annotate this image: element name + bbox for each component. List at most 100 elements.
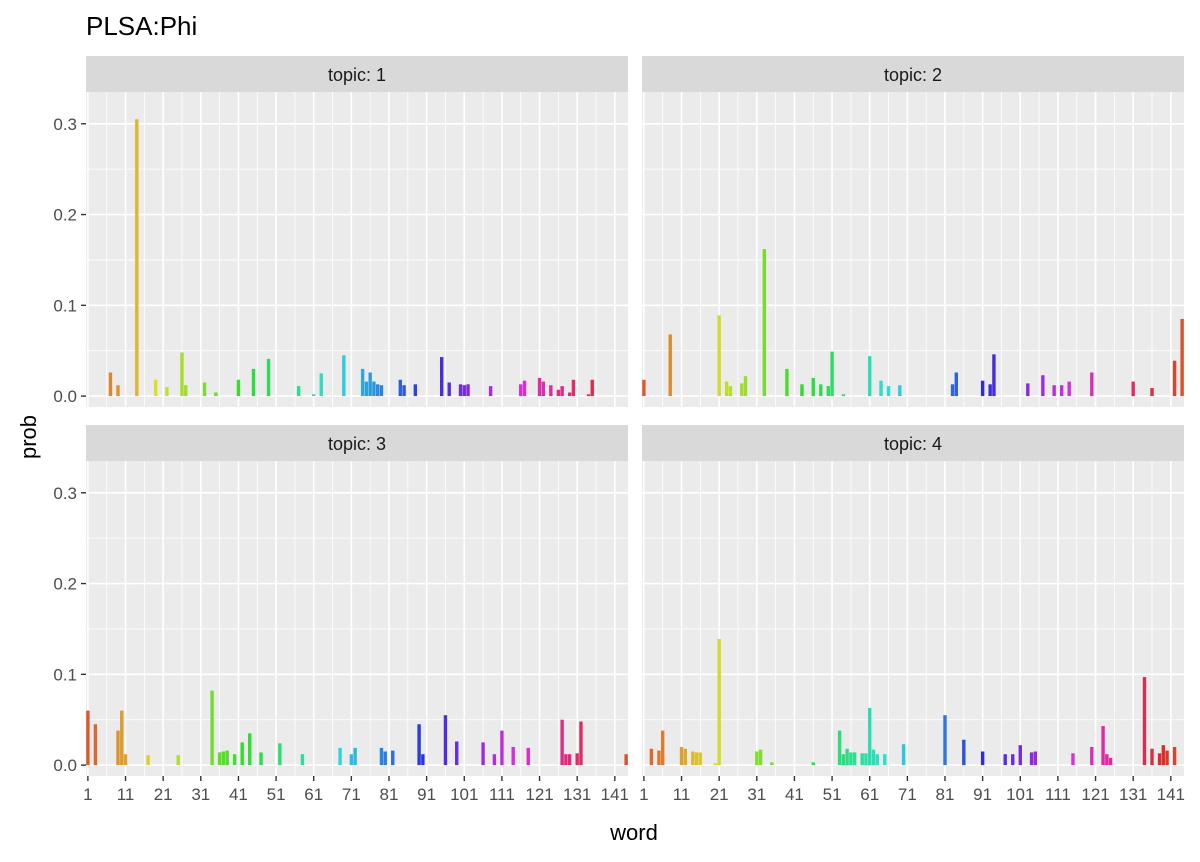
bar-word-129: [567, 392, 572, 397]
bar-word-97: [447, 382, 451, 397]
x-tick-label: 21: [154, 785, 173, 804]
bar-word-40: [232, 754, 237, 766]
x-tick-label: 101: [450, 785, 478, 804]
bar-word-120: [1090, 372, 1094, 397]
bar-word-129: [567, 754, 572, 766]
y-tick-label: 0.3: [53, 115, 77, 134]
x-tick-label: 1: [83, 785, 92, 804]
bar-word-85: [402, 385, 406, 397]
bar-word-45: [251, 368, 256, 397]
x-tick-label: 91: [973, 785, 992, 804]
bar-word-37: [221, 751, 226, 766]
bar-word-138: [1157, 753, 1162, 766]
bar-word-54: [841, 394, 846, 397]
x-tick-label: 71: [898, 785, 917, 804]
bar-word-77: [372, 381, 376, 397]
bar-word-124: [1105, 754, 1109, 766]
panel-background: [86, 461, 628, 776]
x-tick-label: 81: [936, 785, 955, 804]
bar-word-9: [116, 730, 120, 766]
bar-word-63: [875, 754, 879, 766]
panel-background: [642, 92, 1184, 407]
bar-word-140: [1165, 750, 1169, 766]
bar-word-111: [500, 730, 504, 766]
bar-word-122: [541, 381, 546, 397]
bar-word-136: [1150, 748, 1154, 766]
bar-word-84: [398, 379, 402, 397]
bar-word-114: [511, 746, 515, 766]
bar-word-96: [443, 715, 448, 766]
x-tick-label: 121: [525, 785, 553, 804]
bar-word-91: [980, 380, 985, 397]
x-tick-label: 111: [1045, 785, 1071, 804]
bar-word-136: [1150, 387, 1154, 397]
facet-strip-label: topic: 3: [328, 434, 386, 454]
bar-word-66: [886, 386, 891, 397]
bar-word-118: [526, 747, 530, 766]
bar-word-20: [713, 763, 718, 766]
bar-word-130: [571, 379, 576, 397]
bar-word-132: [579, 721, 583, 766]
x-tick-label: 11: [673, 785, 691, 804]
bar-word-127: [560, 386, 564, 397]
bar-word-16: [698, 752, 703, 766]
x-tick-label: 91: [417, 785, 436, 804]
bar-word-22: [165, 387, 169, 397]
y-tick-label: 0.0: [53, 756, 77, 775]
bar-word-80: [383, 751, 387, 766]
bar-word-15: [694, 752, 699, 766]
bar-word-105: [1033, 751, 1038, 766]
bar-word-110: [1052, 385, 1056, 397]
bar-word-95: [439, 357, 444, 397]
facet-strip: [86, 425, 628, 461]
bar-word-127: [560, 719, 564, 766]
bar-word-109: [492, 754, 497, 766]
bar-word-3: [649, 748, 654, 766]
bar-word-93: [988, 384, 992, 397]
bar-word-6: [661, 730, 665, 766]
bar-word-84: [954, 372, 958, 397]
bar-word-69: [342, 355, 346, 397]
bar-word-51: [830, 351, 834, 397]
bar-word-83: [950, 384, 955, 397]
bar-word-11: [123, 754, 128, 766]
bar-word-33: [762, 249, 767, 397]
bar-word-79: [379, 747, 384, 766]
bar-word-142: [1172, 746, 1177, 766]
bar-word-53: [837, 730, 842, 766]
bar-word-90: [421, 754, 425, 766]
bar-word-91: [980, 751, 985, 766]
bar-word-35: [770, 762, 774, 766]
x-tick-label: 51: [267, 785, 286, 804]
bar-word-135: [590, 379, 594, 397]
bar-word-49: [266, 358, 271, 397]
x-tick-label: 131: [563, 785, 591, 804]
bar-word-19: [153, 379, 158, 397]
x-tick-label: 41: [229, 785, 248, 804]
x-tick-label: 131: [1119, 785, 1147, 804]
bar-word-78: [376, 384, 380, 397]
facet-strip: [642, 56, 1184, 92]
bar-word-131: [1131, 381, 1135, 397]
bar-word-117: [522, 380, 527, 397]
bar-word-71: [349, 754, 354, 766]
bar-word-9: [116, 385, 120, 397]
bar-word-116: [519, 384, 523, 397]
x-tick-label: 1: [639, 785, 648, 804]
bar-word-46: [811, 762, 815, 766]
x-tick-label: 61: [860, 785, 879, 804]
x-tick-label: 61: [304, 785, 323, 804]
x-tick-label: 11: [117, 785, 135, 804]
bar-word-34: [210, 690, 214, 766]
bar-word-139: [1161, 745, 1165, 766]
bar-word-142: [1172, 360, 1177, 397]
bar-word-112: [1059, 385, 1064, 397]
bar-word-99: [1011, 754, 1015, 766]
y-axis-title: prob: [16, 415, 41, 459]
bar-word-27: [740, 383, 744, 397]
bar-word-32: [758, 749, 763, 766]
bar-word-99: [455, 741, 459, 766]
bar-word-101: [1018, 745, 1022, 766]
bar-word-50: [826, 386, 831, 397]
